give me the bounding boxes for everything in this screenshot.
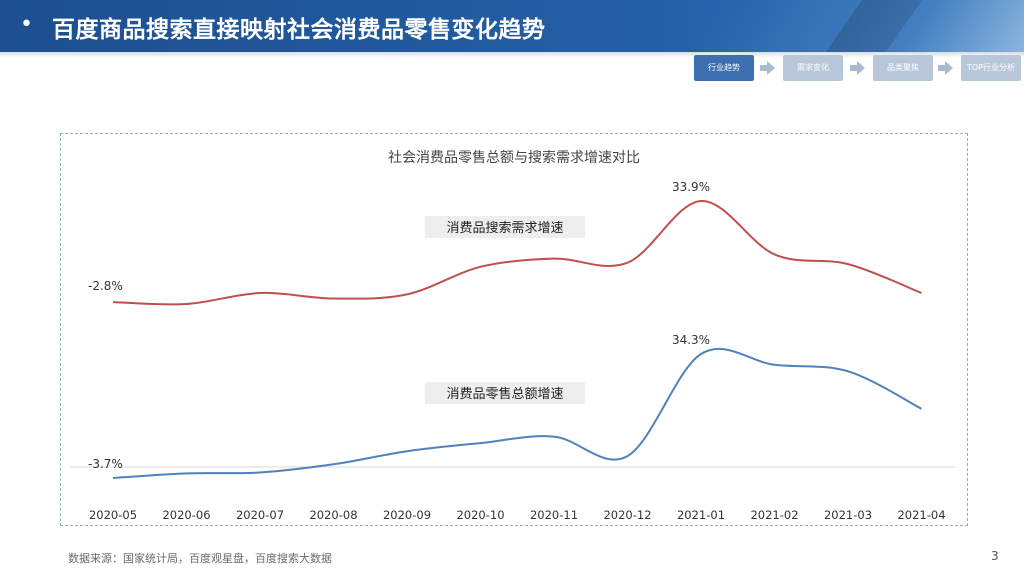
series-legend-label: 消费品零售总额增速 <box>446 386 563 402</box>
step-category-focus[interactable]: 品类聚焦 <box>873 55 933 81</box>
x-tick-label: 2021-02 <box>750 508 798 522</box>
header-shadow <box>0 52 1024 58</box>
series-line-retail-sales <box>112 348 922 479</box>
data-label-first: -2.8% <box>88 279 123 293</box>
data-label-peak: 33.9% <box>672 180 710 194</box>
step-industry-trend[interactable]: 行业趋势 <box>694 55 754 81</box>
data-source-note: 数据来源：国家统计局，百度观星盘，百度搜索大数据 <box>68 552 332 565</box>
series-line-search-demand <box>112 199 922 306</box>
x-tick-label: 2020-09 <box>383 508 431 522</box>
header-banner: • 百度商品搜索直接映射社会消费品零售变化趋势 <box>0 0 1024 52</box>
x-tick-label: 2020-07 <box>236 508 284 522</box>
chart-title: 社会消费品零售总额与搜索需求增速对比 <box>388 149 640 166</box>
chart-frame <box>60 133 968 526</box>
data-label-first: -3.7% <box>88 457 123 471</box>
x-tick-label: 2020-06 <box>162 508 210 522</box>
x-tick-label: 2020-05 <box>89 508 137 522</box>
x-tick-label: 2020-08 <box>309 508 357 522</box>
x-tick-label: 2020-10 <box>456 508 504 522</box>
page-title: 百度商品搜索直接映射社会消费品零售变化趋势 <box>52 17 546 43</box>
series-legend-label: 消费品搜索需求增速 <box>446 221 563 236</box>
data-label-peak: 34.3% <box>672 333 710 347</box>
x-tick-label: 2020-12 <box>603 508 651 522</box>
page-number: 3 <box>991 549 999 563</box>
series-label-background <box>425 382 585 404</box>
x-tick-label: 2021-03 <box>824 508 872 522</box>
x-tick-label: 2021-01 <box>677 508 725 522</box>
series-label-background <box>425 216 585 238</box>
x-tick-label: 2020-11 <box>530 508 578 522</box>
step-top-industry[interactable]: TOP行业分析 <box>961 55 1021 81</box>
x-tick-label: 2021-04 <box>897 508 945 522</box>
title-bullet: • <box>20 12 33 37</box>
step-demand-change[interactable]: 需求变化 <box>783 55 843 81</box>
